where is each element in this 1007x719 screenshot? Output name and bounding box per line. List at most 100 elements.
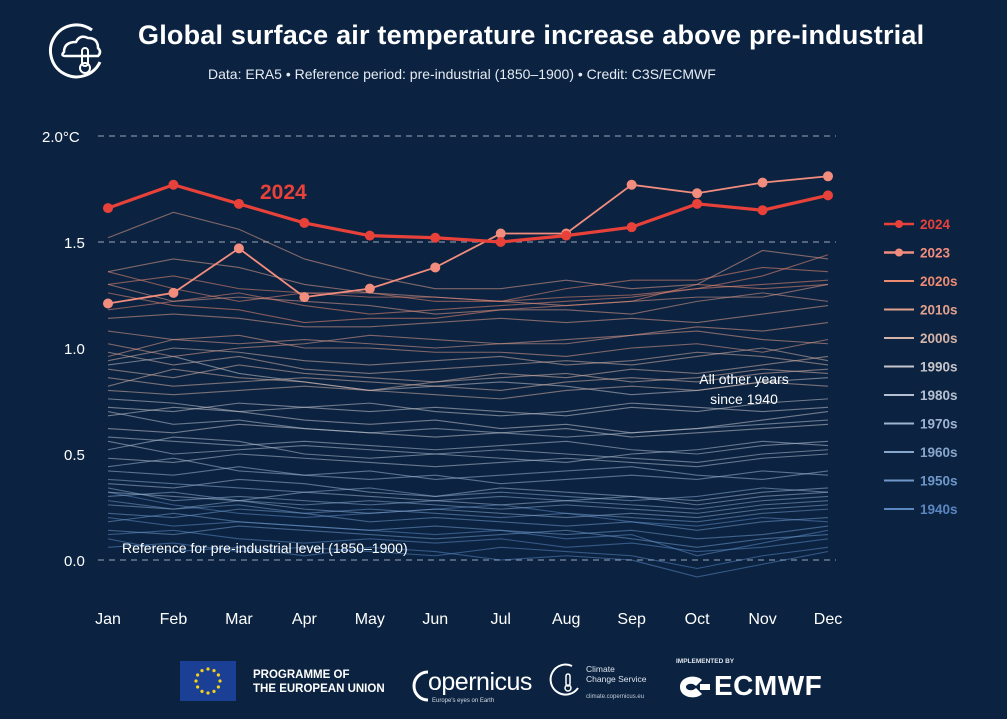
- decade-line-2020s-2: [107, 266, 829, 302]
- x-tick-label-mar: Mar: [225, 611, 253, 628]
- decade-line-2000s-0: [107, 347, 829, 374]
- data-point-2023-dec: [823, 171, 833, 182]
- decade-line-1950s-1: [107, 512, 829, 540]
- c3s-url: climate.copernicus.eu: [586, 694, 645, 700]
- decade-line-2010s-4: [107, 322, 829, 349]
- data-point-2023-sep: [626, 179, 637, 190]
- decade-line-1960s-0: [107, 478, 829, 502]
- decade-line-1950s-2: [107, 500, 829, 523]
- x-tick-label-nov: Nov: [748, 611, 776, 628]
- decade-line-2000s-4: [107, 368, 829, 391]
- data-point-2023-jul: [495, 228, 506, 239]
- data-point-2023-feb: [168, 287, 179, 298]
- legend-item-1980s: 1980s: [884, 388, 958, 403]
- decade-line-1980s-1: [107, 436, 829, 455]
- decade-line-2020s-1: [107, 283, 829, 324]
- legend-label-2020s: 2020s: [920, 274, 958, 289]
- copernicus-c-icon: [412, 670, 429, 702]
- decade-line-1990s-4: [107, 423, 829, 438]
- legend-label-2000s: 2000s: [920, 331, 958, 346]
- legend-label-1970s: 1970s: [920, 417, 958, 432]
- y-tick-label: 1.0: [64, 341, 85, 358]
- annotation-other-years-1: All other years: [699, 371, 788, 387]
- x-tick-label-jan: Jan: [95, 611, 121, 628]
- annotation-reference: Reference for pre-industrial level (1850…: [122, 540, 408, 556]
- data-point-2023-jan: [103, 298, 113, 309]
- copernicus-wordmark: opernicus: [428, 668, 532, 696]
- data-point-2024-jan: [103, 203, 113, 214]
- eu-star: [218, 679, 222, 683]
- series-line-2024: [107, 183, 829, 244]
- data-point-2024-feb: [168, 179, 179, 190]
- c3s-label: Climate Change Service: [586, 664, 646, 684]
- decade-line-2010s-6: [107, 330, 829, 358]
- eu-programme-label: PROGRAMME OF THE EUROPEAN UNION: [253, 668, 385, 696]
- legend-label-2023: 2023: [920, 246, 951, 261]
- c3s-thermometer-logo-icon: [49, 23, 102, 79]
- decade-line-1980s-4: [107, 440, 829, 464]
- decade-line-1950s-0: [107, 508, 829, 531]
- decade-line-1960s-1: [107, 491, 829, 514]
- chart-title: Global surface air temperature increase …: [138, 20, 925, 50]
- legend-label-1960s: 1960s: [920, 445, 958, 460]
- eu-line-1: PROGRAMME OF: [253, 669, 350, 681]
- x-tick-label-sep: Sep: [617, 611, 646, 628]
- footer-logos: PROGRAMME OF THE EUROPEAN UNION opernicu…: [0, 650, 1007, 719]
- x-tick-label-feb: Feb: [160, 611, 188, 628]
- ecmwf-wordmark: ECMWF: [714, 670, 823, 701]
- decade-line-1970s-0: [107, 466, 829, 485]
- eu-star: [216, 685, 220, 689]
- y-tick-label: 1.5: [64, 235, 85, 252]
- decade-line-2010s-0: [107, 211, 829, 290]
- eu-star: [212, 689, 216, 693]
- legend-label-1950s: 1950s: [920, 474, 958, 489]
- decade-line-2000s-2: [107, 347, 829, 366]
- data-point-2024-aug: [561, 230, 572, 241]
- decade-line-2010s-2: [107, 283, 829, 315]
- data-point-2024-mar: [233, 198, 244, 209]
- data-point-2024-jul: [495, 237, 506, 247]
- legend-label-1980s: 1980s: [920, 388, 958, 403]
- decade-line-2000s-3: [107, 368, 829, 391]
- eu-star: [200, 669, 204, 673]
- decade-line-1950s-3: [107, 525, 829, 548]
- data-point-2024-may: [364, 230, 375, 241]
- legend-marker-2023: [895, 248, 903, 257]
- chart-subtitle: Data: ERA5 • Reference period: pre-indus…: [208, 66, 716, 82]
- x-tick-label-may: May: [355, 611, 385, 628]
- annotation-2024: 2024: [260, 181, 307, 204]
- decade-line-1960s-3: [107, 487, 829, 510]
- decade-line-1960s-2: [107, 500, 829, 519]
- decade-line-1980s-2: [107, 436, 829, 464]
- data-point-2024-oct: [692, 198, 703, 209]
- decade-line-2020s-0: [107, 271, 829, 302]
- decade-line-1990s-2: [107, 406, 829, 434]
- annotation-other-years-2: since 1940: [710, 391, 778, 407]
- decade-line-2000s-1: [107, 355, 829, 383]
- data-point-2023-mar: [233, 243, 244, 254]
- eu-star: [212, 669, 216, 673]
- decade-line-1980s-0: [107, 411, 829, 438]
- decade-line-1940s-1: [107, 529, 829, 553]
- c3s-logo: Climate Change Service climate.copernicu…: [548, 660, 668, 704]
- data-point-2024-sep: [626, 222, 637, 233]
- eu-star: [216, 673, 220, 677]
- x-tick-label-aug: Aug: [552, 611, 580, 628]
- legend-item-2024: 2024: [884, 217, 951, 232]
- legend-label-2024: 2024: [920, 217, 951, 232]
- decade-line-1940s-3: [107, 542, 829, 570]
- data-point-2024-dec: [823, 190, 833, 201]
- y-tick-label: 2.0°C: [42, 129, 80, 146]
- legend-marker-2024: [895, 220, 903, 228]
- eu-star: [196, 673, 200, 677]
- ecmwf-logo: IMPLEMENTED BY ECMWF: [676, 656, 836, 706]
- c3s-line-1: Climate: [586, 664, 615, 674]
- eu-star: [206, 691, 210, 695]
- legend-label-1990s: 1990s: [920, 360, 958, 375]
- data-point-2023-may: [364, 283, 375, 294]
- legend-item-2020s: 2020s: [884, 274, 958, 289]
- c3s-small-icon: [549, 663, 579, 696]
- data-point-2024-jun: [430, 232, 441, 243]
- decade-line-1990s-3: [107, 398, 829, 417]
- ecmwf-swirl-icon: [680, 676, 710, 698]
